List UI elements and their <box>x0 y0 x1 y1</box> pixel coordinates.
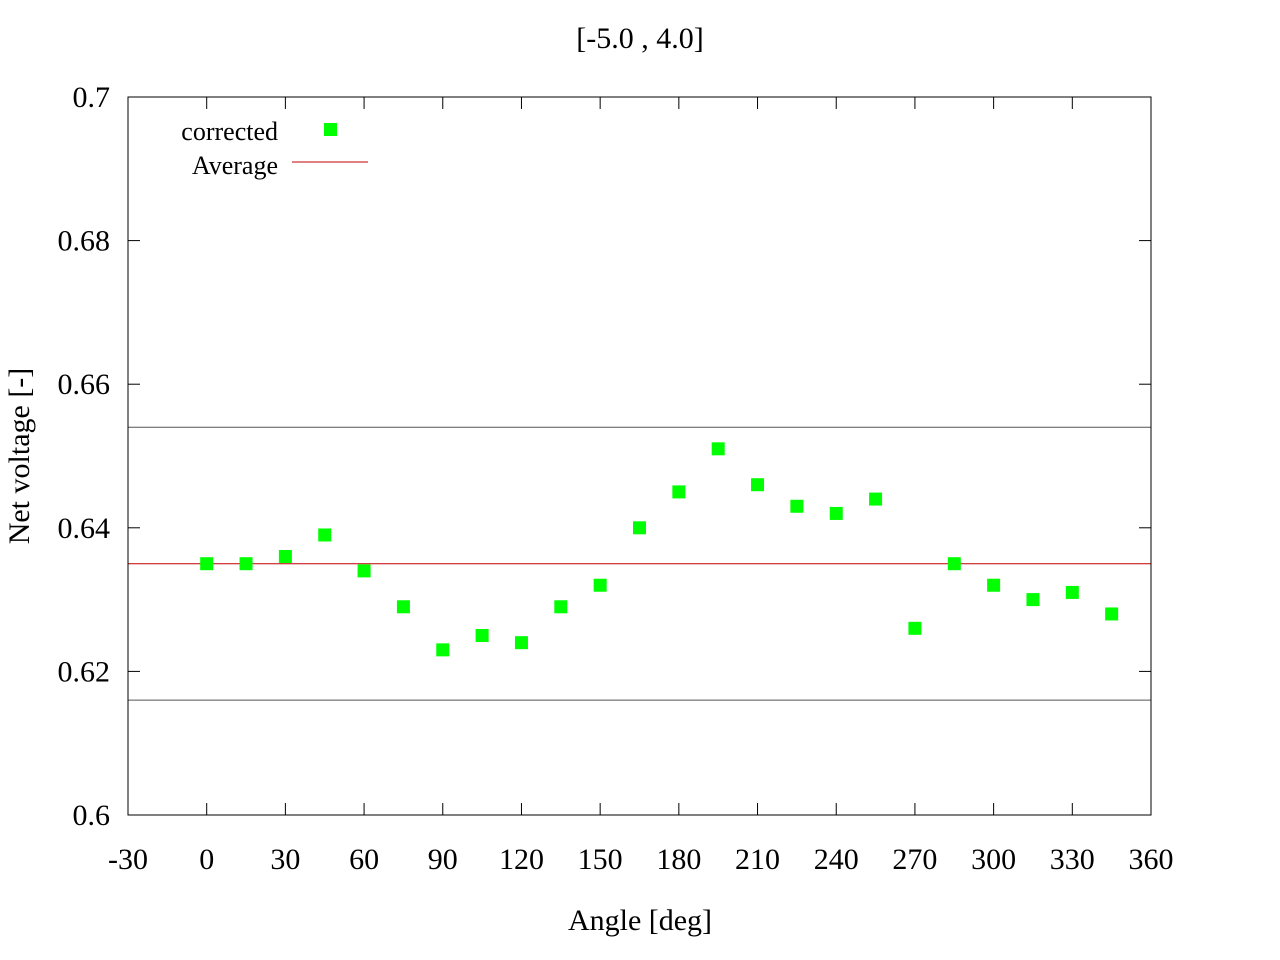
y-tick-labels: 0.6 0.62 0.64 0.66 0.68 0.7 <box>58 81 111 832</box>
data-point-1 <box>239 557 253 571</box>
x-tick-label-1: 0 <box>199 843 214 876</box>
y-tick-label-1: 0.62 <box>58 655 111 688</box>
data-point-6 <box>436 643 450 657</box>
x-tick-label-10: 270 <box>892 843 937 876</box>
data-point-18 <box>908 621 922 635</box>
data-point-14 <box>751 478 765 492</box>
x-tick-label-13: 360 <box>1129 843 1174 876</box>
data-point-19 <box>947 557 961 571</box>
x-tick-label-2: 30 <box>270 843 300 876</box>
data-point-7 <box>475 629 489 642</box>
x-tick-label-4: 90 <box>428 843 458 876</box>
data-point-15 <box>790 499 804 513</box>
x-tick-label-0: -30 <box>108 843 148 876</box>
plot-area-frame <box>127 96 1152 816</box>
data-point-13 <box>711 442 725 456</box>
legend: corrected Average <box>181 117 368 180</box>
data-point-8 <box>514 636 528 650</box>
x-tick-label-6: 150 <box>578 843 623 876</box>
data-points <box>200 442 1119 657</box>
y-tick-label-0: 0.6 <box>73 799 111 832</box>
data-point-16 <box>829 506 843 520</box>
x-axis-label: Angle [deg] <box>568 904 712 937</box>
x-tick-label-5: 120 <box>499 843 544 876</box>
data-point-20 <box>987 578 1001 592</box>
data-point-11 <box>633 521 646 535</box>
data-point-9 <box>554 600 568 614</box>
legend-label-corrected: corrected <box>181 117 278 146</box>
data-point-10 <box>593 578 607 592</box>
y-axis-label: Net voltage [-] <box>3 368 36 545</box>
y-tick-label-2: 0.64 <box>58 512 111 545</box>
data-point-4 <box>357 564 371 578</box>
data-point-22 <box>1065 585 1079 599</box>
data-point-23 <box>1105 607 1119 621</box>
x-tick-labels: -30 0 30 60 90 120 150 180 210 240 270 300 330 360 <box>108 843 1174 876</box>
y-tick-label-4: 0.68 <box>58 225 111 258</box>
data-point-17 <box>869 492 883 506</box>
axis-ticks <box>127 96 1152 816</box>
legend-label-average: Average <box>192 151 278 180</box>
x-tick-label-3: 60 <box>349 843 379 876</box>
x-tick-label-8: 210 <box>735 843 780 876</box>
legend-marker-corrected <box>324 123 337 136</box>
data-point-0 <box>200 557 214 571</box>
data-point-3 <box>318 528 332 542</box>
y-tick-label-5: 0.7 <box>73 81 111 114</box>
x-tick-label-12: 330 <box>1050 843 1095 876</box>
x-tick-label-9: 240 <box>814 843 859 876</box>
reference-lines <box>128 426 1151 701</box>
data-point-21 <box>1026 593 1040 607</box>
data-point-2 <box>278 550 292 564</box>
data-point-12 <box>672 485 686 499</box>
x-tick-label-11: 300 <box>971 843 1016 876</box>
y-tick-label-3: 0.66 <box>58 368 111 401</box>
data-point-5 <box>396 600 410 614</box>
x-tick-label-7: 180 <box>656 843 701 876</box>
chart-title: [-5.0 , 4.0] <box>576 22 703 55</box>
